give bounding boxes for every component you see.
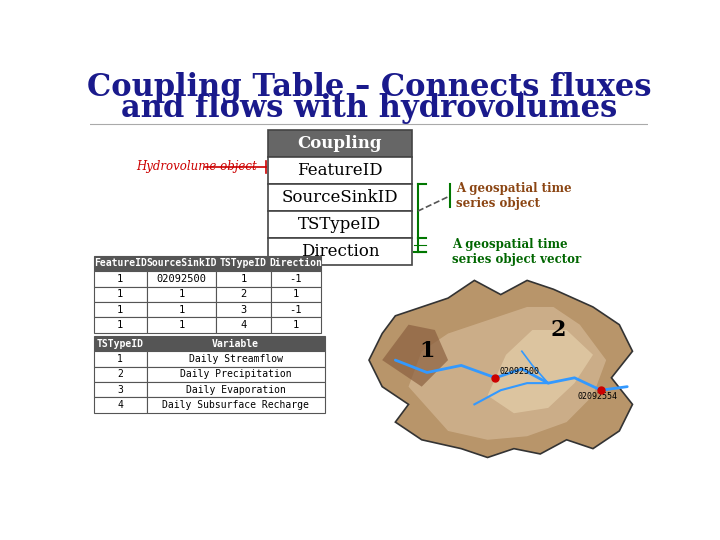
Text: 1: 1 bbox=[117, 289, 123, 299]
Text: 4: 4 bbox=[117, 400, 123, 410]
Bar bbox=[147, 367, 325, 382]
Bar bbox=[147, 287, 216, 302]
Bar bbox=[94, 367, 147, 382]
Text: 1: 1 bbox=[179, 289, 184, 299]
Bar bbox=[94, 382, 147, 397]
Text: 2: 2 bbox=[240, 289, 246, 299]
Text: 02092554: 02092554 bbox=[577, 393, 617, 401]
Bar bbox=[271, 271, 321, 287]
Bar bbox=[216, 302, 271, 318]
Text: 1: 1 bbox=[292, 289, 299, 299]
Text: 1: 1 bbox=[179, 305, 184, 315]
Bar bbox=[216, 271, 271, 287]
Bar bbox=[269, 157, 412, 184]
Text: Daily Subsurface Recharge: Daily Subsurface Recharge bbox=[162, 400, 309, 410]
Bar bbox=[94, 351, 147, 367]
Text: Direction: Direction bbox=[269, 259, 323, 268]
Text: 4: 4 bbox=[240, 320, 246, 330]
Text: and flows with hydrovolumes: and flows with hydrovolumes bbox=[121, 93, 617, 124]
Text: TSTypeID: TSTypeID bbox=[298, 216, 382, 233]
Text: 1: 1 bbox=[419, 340, 435, 362]
Text: Daily Precipitation: Daily Precipitation bbox=[180, 369, 292, 379]
Bar bbox=[94, 302, 147, 318]
Bar bbox=[94, 397, 147, 413]
Bar bbox=[271, 318, 321, 333]
Text: 1: 1 bbox=[117, 320, 123, 330]
Bar bbox=[94, 271, 147, 287]
Text: TSTypeID: TSTypeID bbox=[96, 339, 144, 348]
Bar bbox=[94, 256, 147, 271]
Text: Variable: Variable bbox=[212, 339, 259, 348]
Bar bbox=[269, 184, 412, 211]
Text: A geospatial time
series object vector: A geospatial time series object vector bbox=[452, 238, 581, 266]
Text: 1: 1 bbox=[117, 354, 123, 364]
Text: 1: 1 bbox=[117, 274, 123, 284]
Text: SourceSinkID: SourceSinkID bbox=[146, 259, 217, 268]
Polygon shape bbox=[369, 280, 632, 457]
Polygon shape bbox=[382, 325, 448, 387]
Bar bbox=[147, 318, 216, 333]
Text: TSTypeID: TSTypeID bbox=[220, 259, 267, 268]
Text: 1: 1 bbox=[292, 320, 299, 330]
Bar bbox=[269, 211, 412, 238]
Polygon shape bbox=[487, 330, 593, 413]
Bar bbox=[147, 397, 325, 413]
Text: Daily Streamflow: Daily Streamflow bbox=[189, 354, 283, 364]
Text: 02092500: 02092500 bbox=[500, 367, 539, 376]
Text: Hydrovolume object: Hydrovolume object bbox=[137, 160, 257, 173]
Polygon shape bbox=[408, 307, 606, 440]
Text: 1: 1 bbox=[117, 305, 123, 315]
Text: 1: 1 bbox=[240, 274, 246, 284]
Text: 02092500: 02092500 bbox=[156, 274, 207, 284]
Text: FeatureID: FeatureID bbox=[94, 259, 147, 268]
Bar bbox=[271, 256, 321, 271]
Text: 2: 2 bbox=[551, 319, 567, 341]
Bar bbox=[147, 271, 216, 287]
Text: FeatureID: FeatureID bbox=[297, 162, 383, 179]
Bar bbox=[216, 287, 271, 302]
Text: Daily Evaporation: Daily Evaporation bbox=[186, 384, 286, 395]
Bar bbox=[216, 318, 271, 333]
Text: 2: 2 bbox=[117, 369, 123, 379]
Bar bbox=[147, 256, 216, 271]
Bar bbox=[271, 302, 321, 318]
Text: -1: -1 bbox=[289, 305, 302, 315]
Text: 3: 3 bbox=[240, 305, 246, 315]
Bar bbox=[147, 351, 325, 367]
Text: 3: 3 bbox=[117, 384, 123, 395]
Text: 1: 1 bbox=[179, 320, 184, 330]
Text: -1: -1 bbox=[289, 274, 302, 284]
Text: Direction: Direction bbox=[301, 243, 379, 260]
Bar bbox=[94, 318, 147, 333]
Bar bbox=[271, 287, 321, 302]
Bar bbox=[94, 287, 147, 302]
Text: Coupling Table – Connects fluxes: Coupling Table – Connects fluxes bbox=[86, 72, 652, 103]
Text: SourceSinkID: SourceSinkID bbox=[282, 189, 398, 206]
Bar bbox=[94, 336, 147, 351]
Bar bbox=[269, 238, 412, 265]
Bar bbox=[147, 302, 216, 318]
Bar bbox=[269, 130, 412, 157]
Text: Coupling: Coupling bbox=[297, 135, 382, 152]
Text: A geospatial time
series object: A geospatial time series object bbox=[456, 181, 572, 210]
Bar bbox=[147, 382, 325, 397]
Bar bbox=[216, 256, 271, 271]
Bar bbox=[147, 336, 325, 351]
